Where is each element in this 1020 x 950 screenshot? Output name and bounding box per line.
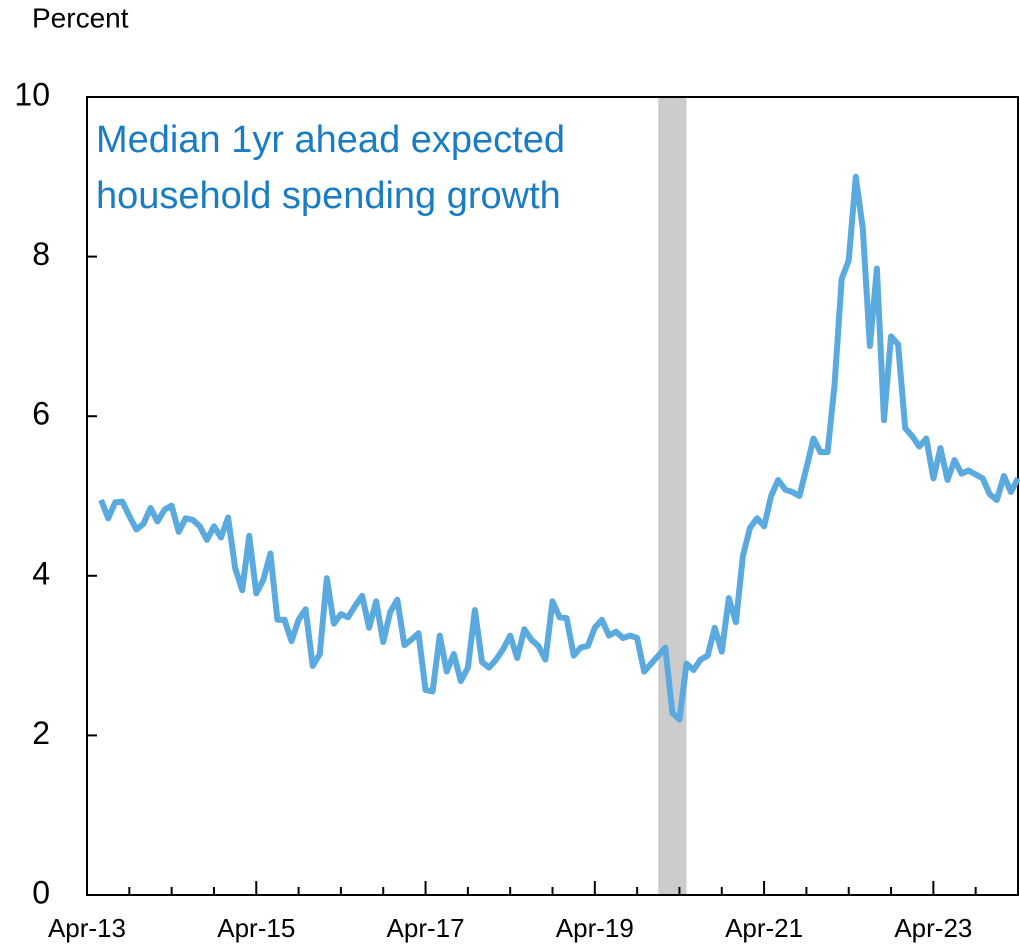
- y-tick-label: 2: [32, 715, 50, 751]
- x-tick-label: Apr-15: [217, 913, 295, 943]
- y-tick-label: 0: [32, 874, 50, 910]
- recession-shading: [658, 97, 687, 895]
- annotation: Median 1yr ahead expected: [96, 119, 565, 161]
- annotation: household spending growth: [96, 175, 561, 217]
- x-tick-label: Apr-23: [894, 913, 972, 943]
- x-tick-label: Apr-19: [556, 913, 634, 943]
- y-tick-label: 10: [14, 76, 50, 112]
- y-axis-label: Percent: [32, 2, 129, 33]
- data-line: [98, 173, 1020, 723]
- y-tick-label: 4: [32, 555, 50, 591]
- x-tick-label: Apr-17: [387, 913, 465, 943]
- y-tick-label: 6: [32, 396, 50, 432]
- x-tick-label: Apr-21: [725, 913, 803, 943]
- x-tick-label: Apr-13: [48, 913, 126, 943]
- y-tick-label: 8: [32, 236, 50, 272]
